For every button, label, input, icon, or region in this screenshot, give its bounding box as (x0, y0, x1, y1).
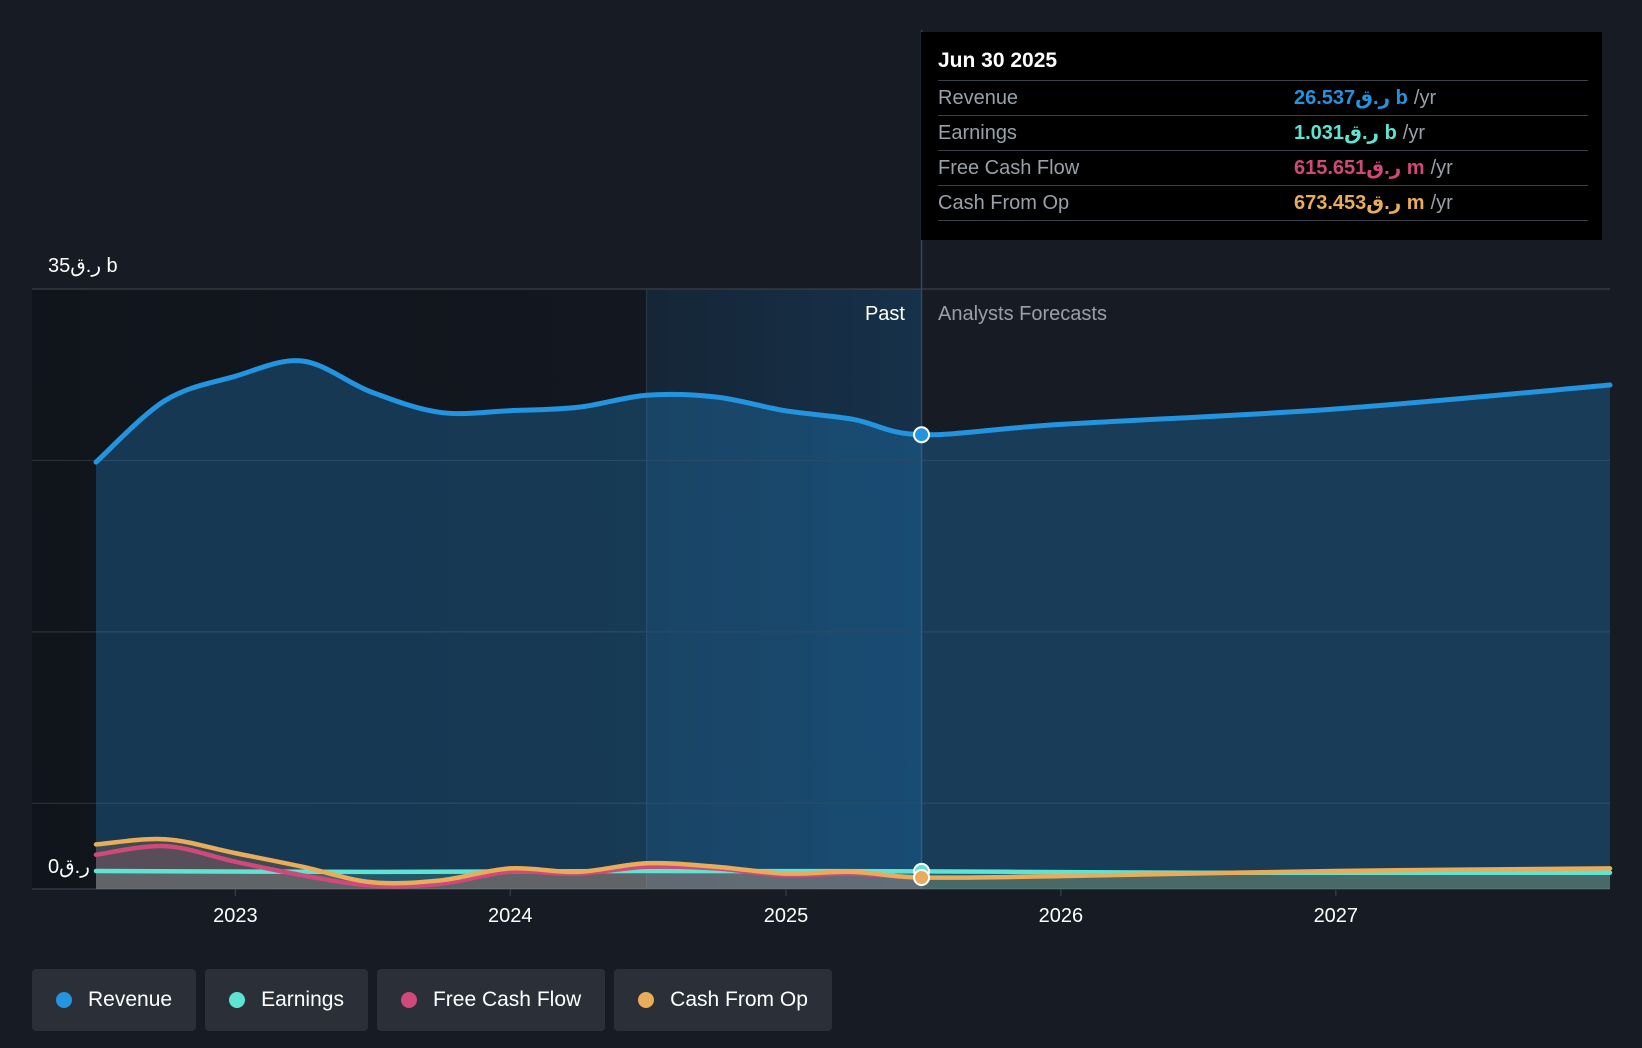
legend: Revenue Earnings Free Cash Flow Cash Fro… (32, 969, 832, 1031)
tooltip-unit: /yr (1413, 87, 1437, 109)
x-tick-label: 2024 (488, 905, 533, 927)
revenue-dot-icon (56, 992, 72, 1008)
revenue-area (96, 360, 1610, 889)
tooltip-row-free-cash-flow: Free Cash Flow 615.651ر.ق m /yr (938, 150, 1588, 185)
cash-from-op-line (93, 836, 1613, 886)
legend-item-revenue[interactable]: Revenue (32, 969, 197, 1031)
tooltip-row-earnings: Earnings 1.031ر.ق b /yr (938, 115, 1588, 150)
tooltip-value: 26.537ر.ق b (1294, 87, 1408, 109)
tooltip-unit: /yr (1430, 192, 1453, 214)
y-axis-top-label: 35ر.ق b (48, 255, 118, 277)
revenue-line (93, 358, 1613, 465)
revenue-marker (913, 426, 931, 444)
legend-item-free-cash-flow[interactable]: Free Cash Flow (376, 969, 606, 1031)
free-cash-flow-dot-icon (400, 992, 417, 1008)
tooltip-row-cash-from-op: Cash From Op 673.453ر.ق m /yr (938, 185, 1588, 221)
tooltip-label: Cash From Op (938, 192, 1070, 214)
tooltip-label: Revenue (938, 87, 1019, 109)
legend-item-cash-from-op[interactable]: Cash From Op (614, 969, 832, 1031)
y-axis-bottom-label: 0ر.ق (48, 856, 90, 878)
legend-label: Cash From Op (670, 988, 808, 1011)
x-tick-label: 2025 (764, 905, 809, 927)
tooltip-label: Earnings (938, 122, 1017, 144)
highlight-region (646, 289, 922, 889)
past-label: Past (865, 303, 905, 325)
tooltip-value: 1.031ر.ق b (1294, 122, 1397, 144)
legend-label: Revenue (88, 988, 173, 1011)
legend-item-earnings[interactable]: Earnings (205, 969, 368, 1031)
tooltip-label: Free Cash Flow (938, 157, 1080, 179)
tooltip: Jun 30 2025 Revenue 26.537ر.ق b /yr Earn… (921, 32, 1602, 240)
x-tick-label: 2026 (1039, 905, 1084, 927)
tooltip-date: Jun 30 2025 (938, 49, 1058, 72)
cash-from-op-marker (913, 869, 931, 887)
tooltip-unit: /yr (1402, 122, 1426, 144)
legend-label: Free Cash Flow (432, 988, 582, 1011)
x-tick-label: 2027 (1314, 905, 1359, 927)
cash-from-op-dot-icon (638, 992, 655, 1008)
tooltip-value: 673.453ر.ق m (1294, 192, 1425, 214)
legend-label: Earnings (261, 988, 344, 1011)
free-cash-flow-area (96, 846, 922, 889)
x-tick-label: 2023 (213, 905, 258, 927)
tooltip-row-revenue: Revenue 26.537ر.ق b /yr (938, 80, 1588, 115)
earnings-dot-icon (229, 992, 246, 1008)
forecast-label: Analysts Forecasts (938, 303, 1107, 325)
tooltip-value: 615.651ر.ق m (1294, 157, 1425, 179)
tooltip-unit: /yr (1430, 157, 1453, 179)
